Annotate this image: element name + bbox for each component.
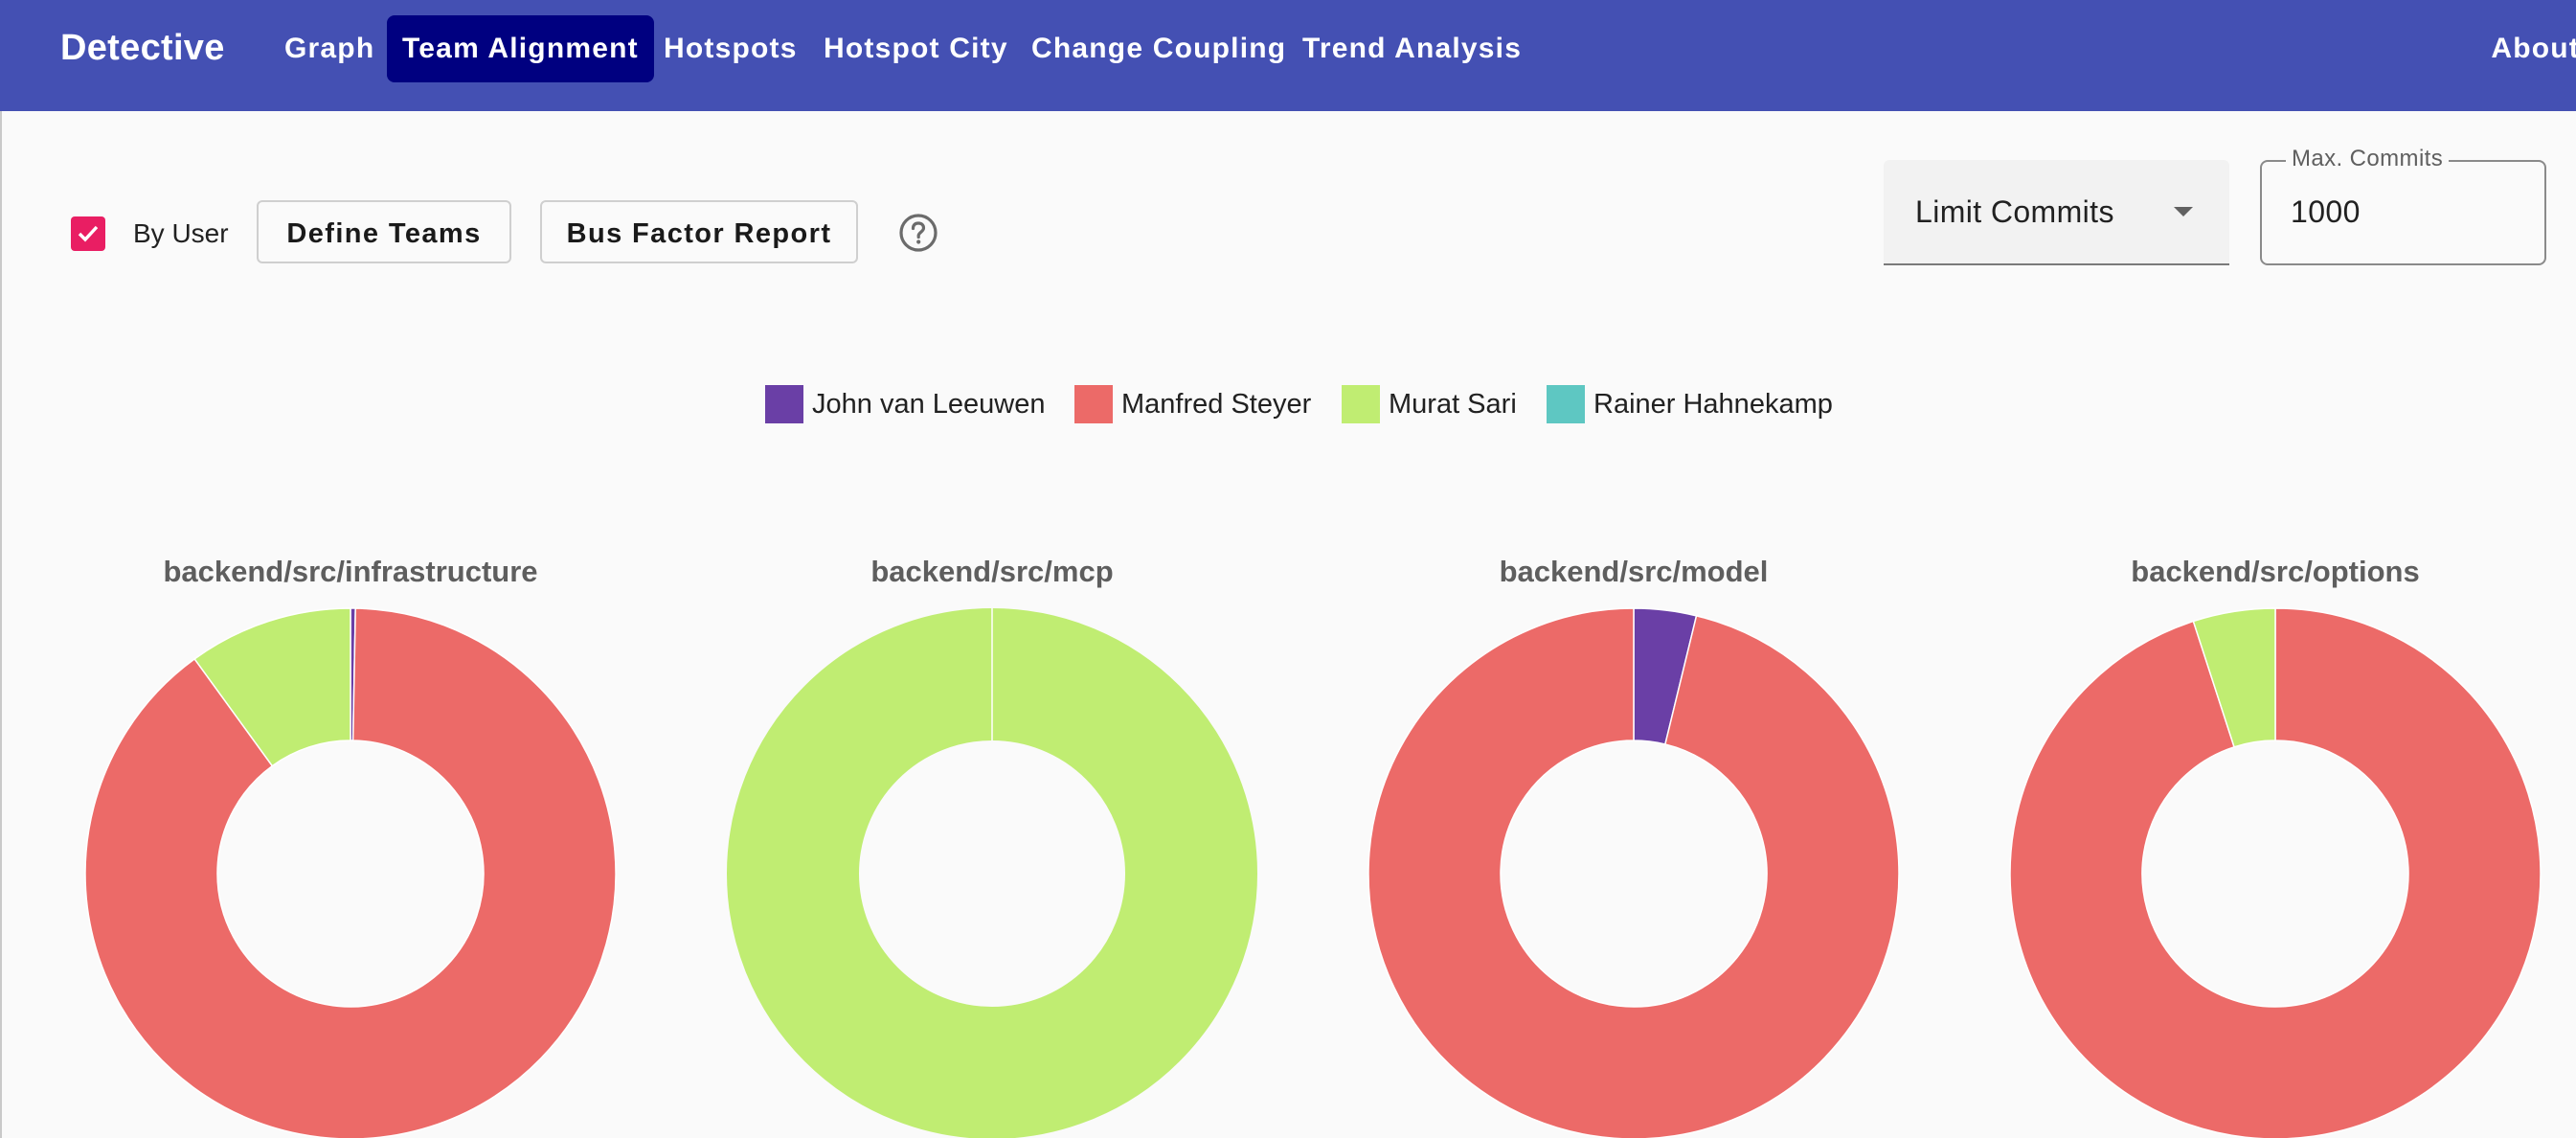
donut-slice[interactable] <box>1367 607 1900 1138</box>
tab-hotspots[interactable]: Hotspots <box>664 33 798 64</box>
max-commits-input[interactable] <box>2291 190 2520 234</box>
checkmark-icon <box>78 225 99 242</box>
donut-slice[interactable] <box>84 607 617 1138</box>
legend-swatch <box>1074 385 1113 423</box>
top-toolbar: Detective Graph Team Alignment Hotspots … <box>0 0 2576 111</box>
legend-item[interactable]: Manfred Steyer <box>1074 384 1311 424</box>
dropdown-arrow-icon <box>2174 207 2193 216</box>
donut-slice[interactable] <box>193 607 351 767</box>
legend-item[interactable]: John van Leeuwen <box>765 384 1045 424</box>
legend-item[interactable]: Rainer Hahnekamp <box>1547 384 1833 424</box>
tab-team-alignment[interactable]: Team Alignment <box>387 15 654 82</box>
help-circle-icon[interactable] <box>898 213 938 258</box>
bus-factor-report-button[interactable]: Bus Factor Report <box>540 200 858 263</box>
legend-label: John van Leeuwen <box>812 388 1046 420</box>
legend-label: Rainer Hahnekamp <box>1593 388 1833 420</box>
tab-hotspot-city[interactable]: Hotspot City <box>824 33 1008 64</box>
legend-swatch <box>1547 385 1585 423</box>
window-edge <box>0 0 2 1138</box>
limit-commits-select[interactable]: Limit Commits <box>1884 160 2229 265</box>
by-user-label: By User <box>133 218 229 248</box>
legend-item[interactable]: Murat Sari <box>1342 384 1517 424</box>
legend-label: Manfred Steyer <box>1121 388 1312 420</box>
limit-commits-value: Limit Commits <box>1915 194 2114 229</box>
donut-slice[interactable] <box>2192 607 2276 748</box>
legend-swatch <box>1342 385 1380 423</box>
legend-label: Murat Sari <box>1389 388 1517 420</box>
define-teams-button[interactable]: Define Teams <box>257 200 511 263</box>
tab-trend-analysis[interactable]: Trend Analysis <box>1302 33 1523 64</box>
chart-title: backend/src/mcp <box>870 555 1114 588</box>
tab-graph[interactable]: Graph <box>284 33 375 64</box>
legend-swatch <box>765 385 803 423</box>
by-user-checkbox[interactable] <box>71 216 105 251</box>
about-link[interactable]: About <box>2491 33 2576 64</box>
chart-title: backend/src/options <box>2131 555 2420 588</box>
donut-slice[interactable] <box>2009 607 2542 1138</box>
chart-title: backend/src/model <box>1499 555 1769 588</box>
app-title[interactable]: Detective <box>60 28 225 68</box>
max-commits-label: Max. Commits <box>2286 145 2450 173</box>
chart-title: backend/src/infrastructure <box>163 555 538 588</box>
tab-change-coupling[interactable]: Change Coupling <box>1031 33 1287 64</box>
